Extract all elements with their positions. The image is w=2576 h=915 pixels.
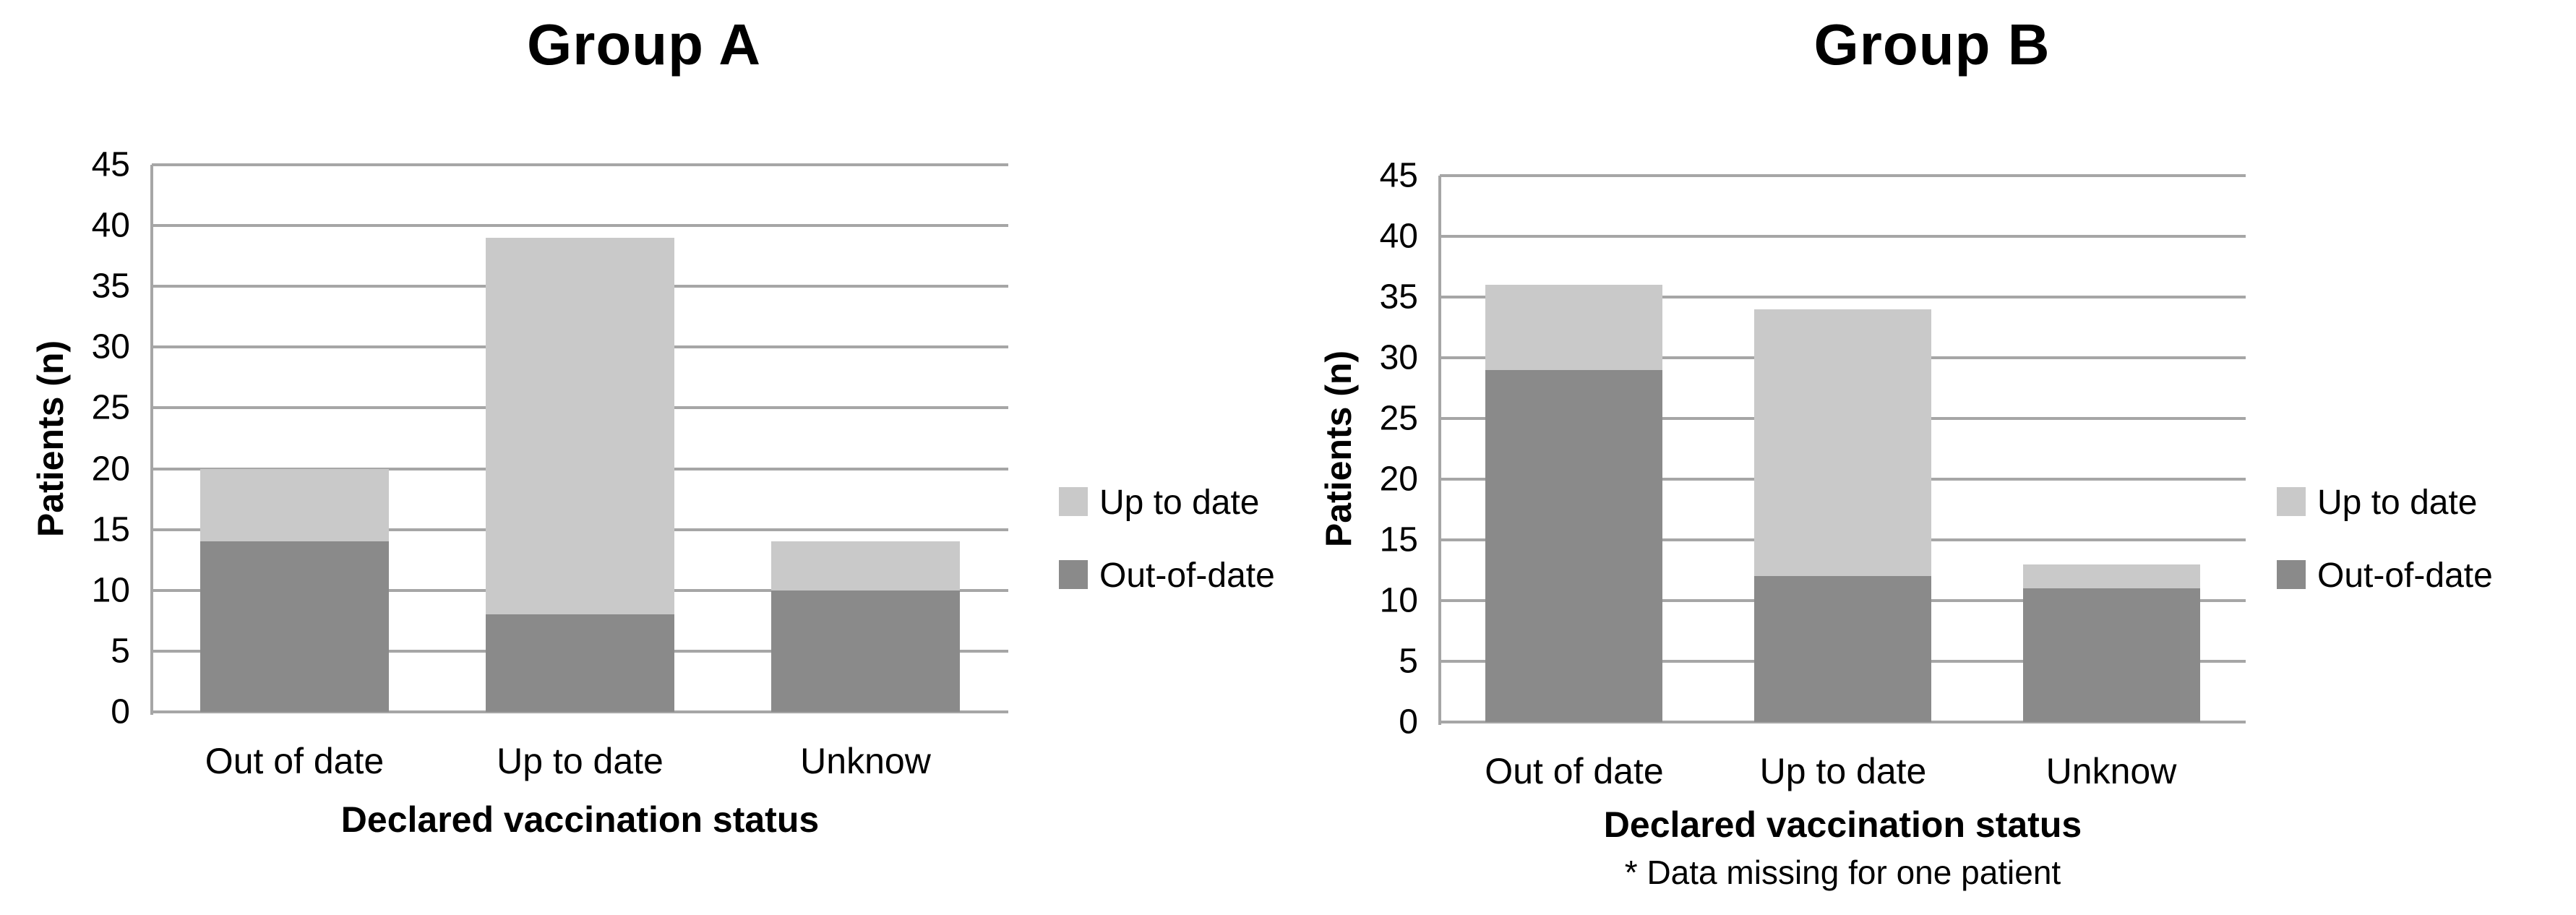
x-axis-title: Declared vaccination status	[340, 799, 820, 840]
y-axis-title: Patients (n)	[30, 340, 71, 537]
y-tick-label: 10	[1379, 581, 1418, 620]
gridline-40	[1440, 235, 2246, 238]
y-tick-label: 20	[91, 450, 130, 489]
bar-unknow-segment-out-of-date	[771, 590, 960, 712]
bar-unknow-segment-out-of-date	[2023, 588, 2200, 722]
y-tick-label: 25	[1379, 399, 1418, 438]
y-axis-title: Patients (n)	[1318, 350, 1359, 548]
bar-up-to-date-segment-up-to-date	[486, 237, 674, 615]
gridline-40	[152, 224, 1008, 228]
bar-out-of-date-segment-up-to-date	[1485, 285, 1662, 370]
category-label: Unknow	[800, 741, 931, 781]
category-label: Out of date	[1485, 751, 1664, 791]
bar-unknow-segment-up-to-date	[2023, 564, 2200, 589]
y-tick-label: 25	[91, 388, 130, 427]
gridline-45	[152, 163, 1008, 166]
category-label: Up to date	[1759, 751, 1927, 791]
y-tick-label: 45	[1379, 156, 1418, 195]
y-tick-label: 15	[91, 510, 130, 549]
legend-swatch	[2277, 560, 2306, 589]
bar-unknow-segment-up-to-date	[771, 541, 960, 590]
y-tick-label: 20	[1379, 460, 1418, 499]
x-axis-title: Declared vaccination status	[1603, 804, 2082, 845]
category-label: Unknow	[2045, 751, 2177, 791]
y-tick-label: 15	[1379, 520, 1418, 559]
y-tick-label: 30	[1379, 338, 1418, 377]
y-tick-label: 35	[1379, 278, 1418, 317]
y-tick-label: 10	[91, 571, 130, 610]
bar-out-of-date-segment-out-of-date	[200, 541, 389, 712]
legend-label: Out-of-date	[1099, 557, 1275, 595]
chart-group-b: Group B Patients (n) Declared vaccinatio…	[1288, 0, 2576, 915]
y-tick-label: 0	[111, 692, 130, 731]
y-tick-label: 5	[1399, 642, 1418, 681]
y-axis-line	[150, 165, 153, 715]
bar-out-of-date-segment-out-of-date	[1485, 369, 1662, 722]
chart-title: Group A	[527, 12, 761, 77]
y-tick-label: 30	[91, 327, 130, 366]
chart-title: Group B	[1813, 12, 2051, 77]
chart-group-a: Group A Patients (n) Declared vaccinatio…	[30, 12, 1275, 840]
legend-label: Out-of-date	[2317, 557, 2493, 595]
bar-out-of-date-segment-up-to-date	[200, 468, 389, 542]
legend-swatch	[2277, 487, 2306, 516]
y-tick-label: 40	[1379, 217, 1418, 256]
gridline-0	[1440, 721, 2246, 723]
category-label: Out of date	[205, 741, 385, 781]
gridline-45	[1440, 174, 2246, 177]
bar-up-to-date-segment-out-of-date	[1754, 576, 1931, 722]
y-tick-label: 0	[1399, 703, 1418, 742]
y-tick-label: 5	[111, 632, 130, 671]
y-tick-label: 45	[91, 145, 130, 184]
category-label: Up to date	[497, 741, 664, 781]
bar-up-to-date-segment-up-to-date	[1754, 309, 1931, 577]
legend-label: Up to date	[2317, 484, 2478, 522]
y-axis-line	[1438, 176, 1441, 725]
legend-label: Up to date	[1099, 484, 1260, 522]
legend-swatch	[1059, 560, 1088, 589]
y-tick-label: 40	[91, 206, 130, 245]
bar-up-to-date-segment-out-of-date	[486, 614, 674, 712]
footnote: * Data missing for one patient	[1624, 854, 2061, 891]
legend-swatch	[1059, 487, 1088, 516]
gridline-0	[152, 710, 1008, 713]
gridline-35	[1440, 296, 2246, 298]
y-tick-label: 35	[91, 267, 130, 306]
